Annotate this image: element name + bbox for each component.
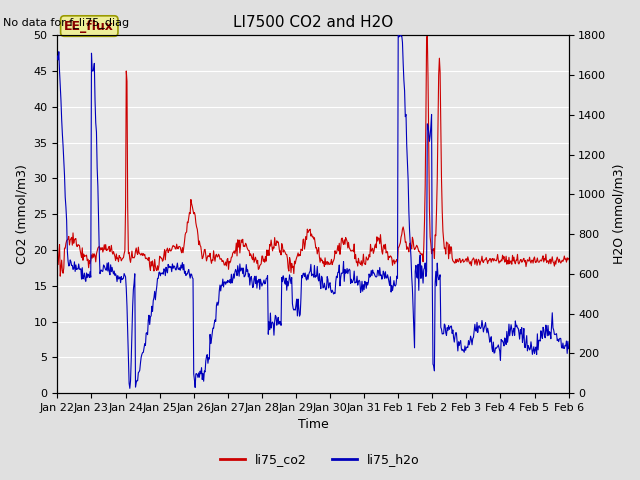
Y-axis label: CO2 (mmol/m3): CO2 (mmol/m3) <box>15 164 28 264</box>
Text: EE_flux: EE_flux <box>65 20 114 33</box>
X-axis label: Time: Time <box>298 419 328 432</box>
Title: LI7500 CO2 and H2O: LI7500 CO2 and H2O <box>233 15 393 30</box>
Text: No data for f_li75_diag: No data for f_li75_diag <box>3 17 129 28</box>
Legend: li75_co2, li75_h2o: li75_co2, li75_h2o <box>215 448 425 471</box>
Y-axis label: H2O (mmol/m3): H2O (mmol/m3) <box>612 164 625 264</box>
